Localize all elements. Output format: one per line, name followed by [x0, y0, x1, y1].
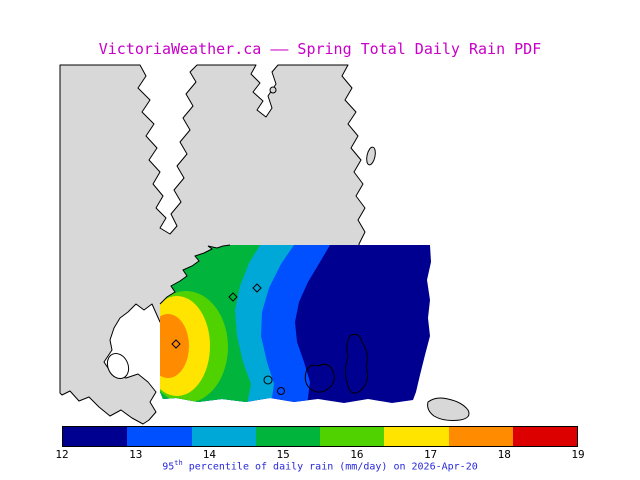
rain-contour-field — [160, 245, 431, 403]
sooke-basin — [106, 352, 130, 380]
caption-text: percentile of daily rain (mm/day) on 202… — [182, 461, 478, 473]
station-marker-diamond — [228, 292, 238, 302]
small-island — [269, 86, 277, 94]
contour-band-orange — [160, 314, 189, 378]
colorbar-caption: 95th percentile of daily rain (mm/day) o… — [0, 459, 640, 472]
caption-superscript: th — [174, 459, 183, 467]
island-outline — [277, 387, 285, 395]
colorbar-tick-label: 19 — [571, 448, 585, 461]
colorbar-tick-label: 14 — [202, 448, 217, 461]
colorbar-tick-label: 12 — [55, 448, 69, 461]
colorbar-segment — [448, 427, 513, 446]
caption-number: 95 — [162, 461, 175, 473]
colorbar-segment — [127, 427, 192, 446]
station-marker-diamond — [252, 283, 262, 293]
colorbar-tick-label: 16 — [350, 448, 364, 461]
colorbar-segment — [384, 427, 449, 446]
page-title: VictoriaWeather.ca —— Spring Total Daily… — [98, 40, 542, 58]
island-shore-fragment — [427, 397, 470, 421]
colorbar-tick-label: 15 — [276, 448, 290, 461]
colorbar-tick-label: 18 — [497, 448, 511, 461]
colorbar-segment — [255, 427, 320, 446]
colorbar — [62, 426, 578, 447]
colorbar-segment — [63, 427, 128, 446]
colorbar-segment — [320, 427, 385, 446]
station-marker-diamond — [171, 339, 181, 349]
colorbar-tick-label: 17 — [423, 448, 438, 461]
island-outline — [345, 334, 368, 394]
island-outline — [304, 363, 335, 393]
colorbar-segment — [191, 427, 256, 446]
vancouver-island-landmass — [59, 64, 366, 425]
island-outline — [263, 375, 273, 385]
victoria-coastline — [159, 244, 231, 305]
small-island — [366, 146, 376, 166]
colorbar-tick-label: 13 — [129, 448, 143, 461]
colorbar-segment — [512, 427, 577, 446]
colorbar-ticks: 12 13 14 15 16 17 18 19 — [55, 448, 584, 461]
